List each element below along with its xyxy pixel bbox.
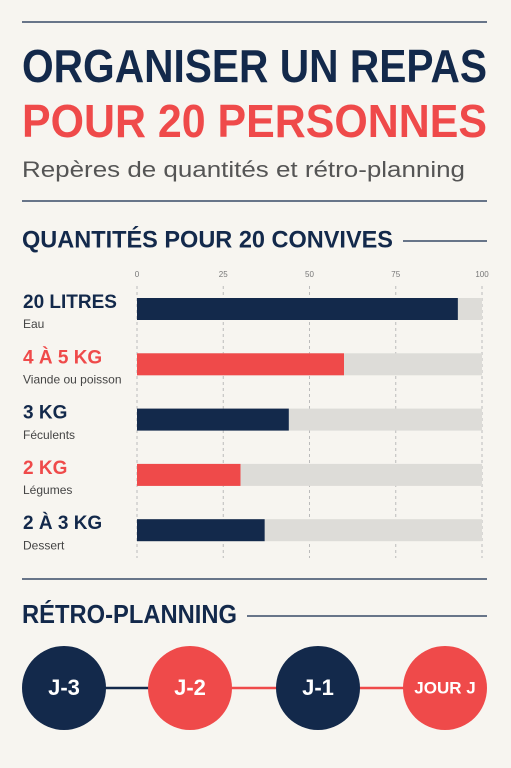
bar (137, 408, 289, 431)
category-sublabel: Eau (23, 317, 44, 331)
x-tick-label: 0 (135, 270, 140, 279)
step-circle (403, 646, 487, 730)
x-tick-label: 100 (475, 270, 489, 279)
category-sublabel: Dessert (23, 538, 65, 552)
bar (137, 298, 458, 320)
step-circle (276, 646, 360, 730)
x-tick-label: 75 (391, 270, 400, 279)
step-label: J-1 (302, 675, 334, 700)
x-tick-label: 25 (219, 270, 228, 279)
category-label: 2 À 3 KG (23, 512, 102, 534)
bar (137, 353, 344, 376)
bar (137, 519, 265, 542)
step-circle (22, 646, 106, 730)
chart-title: QUANTITÉS POUR 20 CONVIVES (22, 225, 393, 253)
category-sublabel: Légumes (23, 483, 72, 497)
subtitle: Repères de quantités et rétro-planning (22, 157, 465, 182)
category-label: 20 LITRES (23, 292, 117, 313)
category-sublabel: Viande ou poisson (23, 372, 122, 386)
category-sublabel: Féculents (23, 428, 75, 442)
bar (137, 463, 241, 486)
category-label: 4 À 5 KG (23, 346, 102, 368)
title-line1: ORGANISER UN REPAS (22, 40, 487, 92)
step-label: J-2 (174, 675, 206, 700)
planning-title: RÉTRO-PLANNING (22, 599, 237, 629)
step-label: J-3 (48, 675, 80, 700)
x-tick-label: 50 (305, 270, 314, 279)
title-line2: POUR 20 PERSONNES (22, 95, 487, 147)
category-label: 3 KG (23, 403, 67, 424)
step-circle (148, 646, 232, 730)
step-label: JOUR J (414, 678, 475, 697)
category-label: 2 KG (23, 458, 67, 479)
